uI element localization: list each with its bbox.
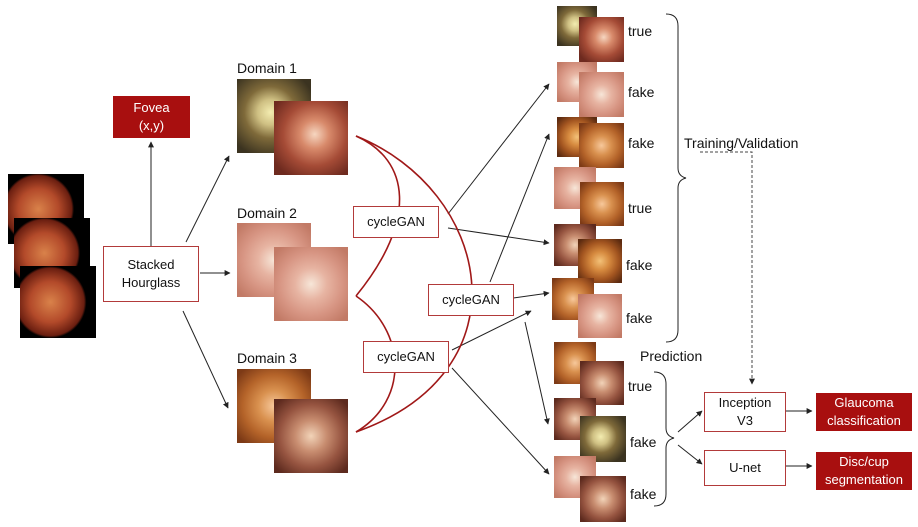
pair2-image-front [579,72,624,117]
pair7-label: true [628,378,653,394]
pair8-image-front [580,416,626,462]
pair5-label: fake [626,257,653,273]
pair9-image-front [580,476,626,522]
pair8-label: fake [630,434,657,450]
prediction-label: Prediction [640,348,703,364]
stacked-hourglass-box: Stacked Hourglass [103,246,199,302]
domain3-label: Domain 3 [237,350,297,366]
cyclegan-box-bottom: cycleGAN [363,341,449,373]
arrow-cg1-pair1 [447,83,550,215]
unet-box: U-net [704,450,786,486]
domain1-label: Domain 1 [237,60,297,76]
bracket-prediction [653,371,675,507]
pair1-label: true [628,23,653,39]
dotted-connector [700,151,755,385]
pair5-image-front [578,239,622,283]
pair7-image-front [580,361,624,405]
arrow-cg3-pair6 [451,310,532,351]
pair1-image-front [579,17,624,62]
arrow-cg3-pair9 [451,367,550,475]
pair3-image-front [579,123,624,168]
arrow-to-domain1 [185,155,230,243]
pair4-label: true [628,200,653,216]
cyclegan-box-top: cycleGAN [353,206,439,238]
domain2-label: Domain 2 [237,205,297,221]
cyclegan-box-middle: cycleGAN [428,284,514,316]
inception-v3-box: Inception V3 [704,392,786,432]
arrow-cg2-pair2 [489,133,550,283]
fundus-image-3 [20,266,96,338]
fovea-box: Fovea (x,y) [113,96,190,138]
pair6-label: fake [626,310,653,326]
pair6-image-front [578,294,622,338]
arrow-to-unet [677,444,703,465]
domain1-image-front [274,101,348,175]
arrow-cg2-pair8 [524,321,550,425]
disc-cup-segmentation-box: Disc/cup segmentation [816,452,912,490]
training-validation-label: Training/Validation [684,135,799,151]
arrow-to-inception [677,410,703,433]
domain3-image-front [274,399,348,473]
bracket-training [665,13,687,343]
pair3-label: fake [628,135,655,151]
glaucoma-classification-box: Glaucoma classification [816,393,912,431]
domain2-image-front [274,247,348,321]
pair9-label: fake [630,486,657,502]
arrow-to-domain3 [182,310,229,409]
pair4-image-front [580,182,624,226]
curve-domain1-domain2 [355,135,401,297]
arrow-cg1-pair4 [447,227,550,246]
pair2-label: fake [628,84,655,100]
curve-domain1-domain3 [355,135,473,433]
